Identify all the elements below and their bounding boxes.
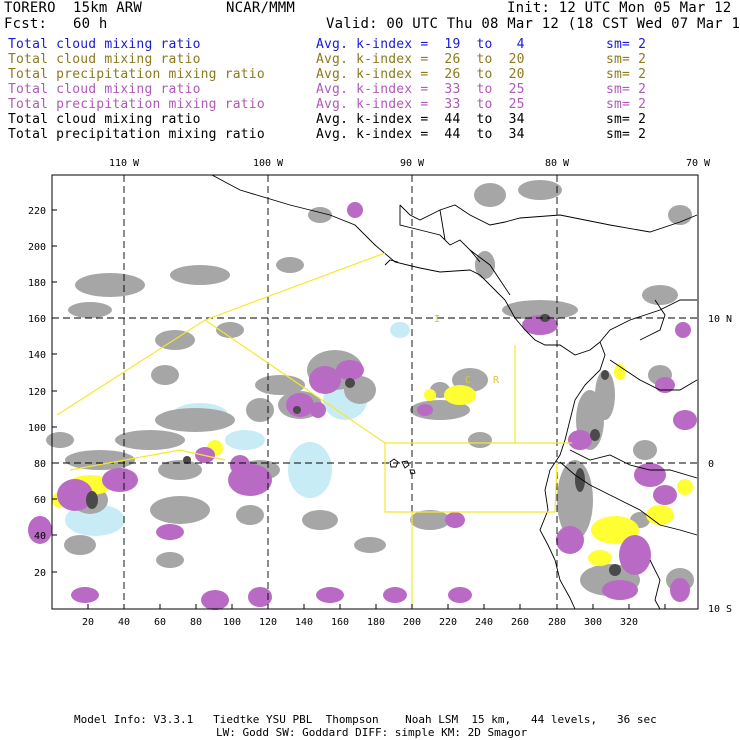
- organization: NCAR/MMM: [226, 0, 296, 16]
- x-tick-labels: 20 40 60 80 100 120 140 160 180 200 220 …: [82, 617, 638, 628]
- lat-label-0: 0: [708, 459, 714, 470]
- legend-kindex-5: Avg. k-index = 33 to 25: [316, 97, 525, 112]
- valid-time: Valid: 00 UTC Thu 08 Mar 12 (18 CST Wed …: [326, 16, 740, 32]
- legend-field-1: Total cloud mixing ratio: [8, 37, 201, 52]
- x-tick-label: 120: [259, 617, 277, 628]
- x-tick-label: 240: [475, 617, 493, 628]
- x-tick-label: 300: [584, 617, 602, 628]
- y-tick-label: 200: [28, 242, 46, 253]
- lat-label-10s: 10 S: [708, 604, 732, 615]
- legend-kindex-3: Avg. k-index = 26 to 20: [316, 67, 525, 82]
- light-blue-cloud-areas: [65, 322, 410, 536]
- x-tick-label: 40: [118, 617, 130, 628]
- legend-sm-6: sm= 2: [606, 112, 647, 127]
- legend-kindex-4: Avg. k-index = 33 to 25: [316, 82, 525, 97]
- x-tick-label: 220: [439, 617, 457, 628]
- legend-sm-4: sm= 2: [606, 82, 647, 97]
- x-tick-label: 80: [190, 617, 202, 628]
- y-tick-label: 180: [28, 278, 46, 289]
- x-tick-label: 200: [403, 617, 421, 628]
- lon-label-90w: 90 W: [400, 158, 425, 169]
- purple-cloud-areas: [28, 202, 697, 610]
- y-tick-label: 120: [28, 387, 46, 398]
- y-tick-label: 140: [28, 350, 46, 361]
- legend-sm-1: sm= 2: [606, 37, 647, 52]
- forecast-hour: Fcst: 60 h: [4, 16, 108, 32]
- y-tick-label: 20: [34, 568, 46, 579]
- lon-label-110w: 110 W: [109, 158, 140, 169]
- legend-field-5: Total precipitation mixing ratio: [8, 97, 265, 112]
- x-tick-label: 160: [331, 617, 349, 628]
- galapagos-islands: [389, 458, 416, 475]
- legend-sm-7: sm= 2: [606, 127, 647, 142]
- y-tick-label: 220: [28, 206, 46, 217]
- plot-frame: [51, 174, 699, 610]
- y-tick-label: 40: [34, 531, 46, 542]
- legend-field-3: Total precipitation mixing ratio: [8, 67, 265, 82]
- legend-field-6: Total cloud mixing ratio: [8, 112, 201, 127]
- model-title: TORERO 15km ARW: [4, 0, 143, 16]
- x-tick-label: 20: [82, 617, 94, 628]
- model-info-line-1: Model Info: V3.3.1 Tiedtke YSU PBL Thomp…: [74, 713, 657, 726]
- longitude-labels: 110 W 100 W 90 W 80 W 70 W: [109, 158, 711, 169]
- legend-kindex-1: Avg. k-index = 19 to 4: [316, 37, 525, 52]
- x-tick-label: 180: [367, 617, 385, 628]
- x-tick-label: 320: [620, 617, 638, 628]
- latlon-grid: [52, 175, 698, 609]
- legend-kindex-2: Avg. k-index = 26 to 20: [316, 52, 525, 67]
- lon-label-80w: 80 W: [545, 158, 570, 169]
- y-tick-label: 60: [34, 495, 46, 506]
- x-tick-label: 100: [223, 617, 241, 628]
- axis-ticks: [52, 209, 666, 609]
- x-tick-label: 260: [511, 617, 529, 628]
- y-tick-labels: 20 40 60 80 100 120 140 160 180 200 220: [28, 206, 46, 579]
- y-tick-label: 80: [34, 459, 46, 470]
- legend-field-4: Total cloud mixing ratio: [8, 82, 201, 97]
- model-info-line-2: LW: Godd SW: Goddard DIFF: simple KM: 2D…: [216, 726, 528, 739]
- x-tick-label: 140: [295, 617, 313, 628]
- y-tick-label: 100: [28, 423, 46, 434]
- region-label-i: I: [434, 314, 440, 325]
- lon-label-100w: 100 W: [253, 158, 284, 169]
- x-tick-label: 280: [548, 617, 566, 628]
- region-labels: I C R: [434, 314, 500, 386]
- latitude-labels: 10 N 0 10 S: [708, 314, 732, 615]
- lon-label-70w: 70 W: [686, 158, 711, 169]
- region-boundaries: [56, 252, 572, 609]
- coastlines: [211, 174, 698, 610]
- legend-field-2: Total cloud mixing ratio: [8, 52, 201, 67]
- legend-sm-3: sm= 2: [606, 67, 647, 82]
- dark-cloud-cores: [86, 314, 621, 576]
- region-label-c: C: [465, 375, 471, 386]
- y-tick-label: 160: [28, 314, 46, 325]
- init-time: Init: 12 UTC Mon 05 Mar 12: [507, 0, 732, 16]
- lat-label-10n: 10 N: [708, 314, 732, 325]
- cloud-fields: [28, 180, 697, 610]
- legend-kindex-6: Avg. k-index = 44 to 34: [316, 112, 525, 127]
- legend-sm-5: sm= 2: [606, 97, 647, 112]
- legend-sm-2: sm= 2: [606, 52, 647, 67]
- x-tick-label: 60: [154, 617, 166, 628]
- region-label-r: R: [493, 375, 500, 386]
- legend-field-7: Total precipitation mixing ratio: [8, 127, 265, 142]
- legend-kindex-7: Avg. k-index = 44 to 34: [316, 127, 525, 142]
